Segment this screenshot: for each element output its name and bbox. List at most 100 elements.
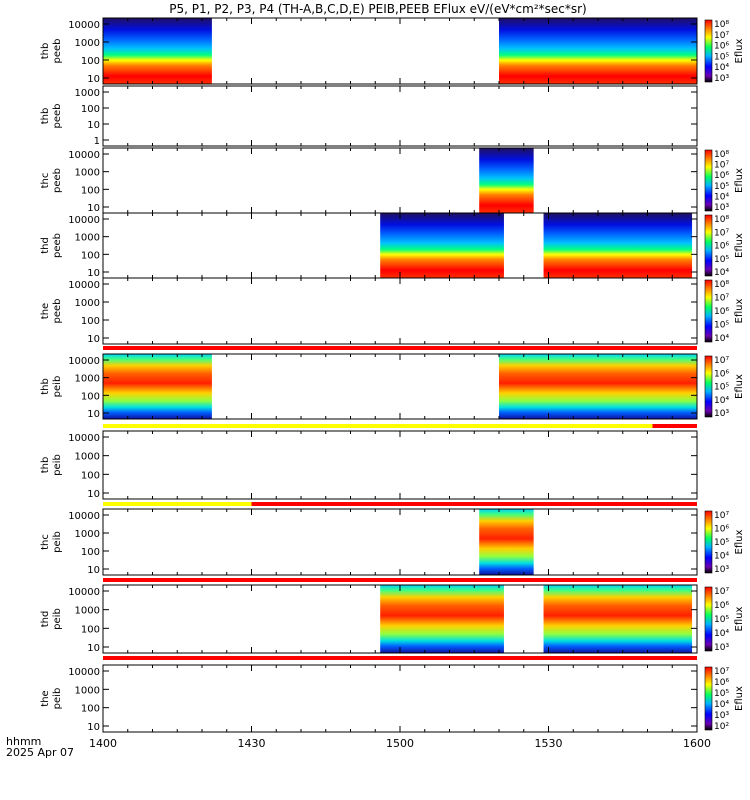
colorbar-tick-label: 10³ bbox=[714, 203, 729, 213]
panel-label-probe: thb bbox=[40, 457, 51, 474]
panel-label-instrument: peeb bbox=[52, 104, 63, 129]
panel-label-probe: thc bbox=[40, 534, 51, 550]
colorbar-tick-label: 10⁷ bbox=[714, 31, 729, 41]
y-tick-label: 100 bbox=[81, 56, 100, 67]
colorbar-tick-label: 10⁶ bbox=[714, 678, 729, 688]
colorbar: 10⁴ 10⁵ 10⁶ 10⁷ 10⁸ Eflux bbox=[704, 214, 745, 278]
colorbar-tick-label: 10⁶ bbox=[714, 525, 729, 535]
panel-2: 1 10 100 1000 thb peeb bbox=[40, 85, 698, 147]
y-tick-label: 10 bbox=[87, 643, 100, 654]
spectrogram-block bbox=[103, 18, 212, 84]
y-tick-label: 1000 bbox=[75, 298, 100, 309]
y-tick-label: 10000 bbox=[68, 280, 100, 291]
y-tick-label: 1000 bbox=[75, 685, 100, 696]
panel-7: 10 100 1000 10000 thb peib bbox=[40, 430, 698, 500]
colorbar-label: Eflux bbox=[734, 374, 745, 399]
y-tick-label: 1000 bbox=[75, 233, 100, 244]
y-tick-label: 10 bbox=[87, 120, 100, 131]
colorbar-tick-label: 10⁷ bbox=[714, 294, 729, 304]
y-tick-label: 10 bbox=[87, 74, 100, 85]
y-tick-label: 1 bbox=[94, 136, 100, 147]
y-tick-label: 100 bbox=[81, 624, 100, 635]
panel-label-instrument: peeb bbox=[52, 39, 63, 64]
colorbar-tick-label: 10³ bbox=[714, 711, 729, 721]
colorbar-tick-label: 10⁸ bbox=[714, 20, 729, 30]
colorbar-tick-label: 10⁸ bbox=[714, 215, 729, 225]
y-tick-label: 10 bbox=[87, 409, 100, 420]
spectrogram-block bbox=[380, 213, 504, 278]
y-tick-label: 1000 bbox=[75, 168, 100, 179]
colorbar-tick-label: 10⁵ bbox=[714, 182, 729, 192]
colorbar-tick-label: 10⁴ bbox=[714, 63, 729, 73]
colorbar-tick-label: 10⁴ bbox=[714, 552, 729, 562]
spectrogram-block bbox=[543, 213, 693, 278]
colorbar-tick-label: 10⁶ bbox=[714, 307, 729, 317]
colorbar-tick-label: 10⁶ bbox=[714, 42, 729, 52]
colorbar-tick-label: 10⁶ bbox=[714, 242, 729, 252]
y-tick-label: 1000 bbox=[75, 38, 100, 49]
colorbar-tick-label: 10⁵ bbox=[714, 321, 729, 331]
status-bar-2 bbox=[103, 424, 697, 428]
spectrogram-block bbox=[103, 354, 212, 419]
x-tick-label: 1400 bbox=[89, 737, 117, 750]
colorbar-tick-label: 10⁷ bbox=[714, 667, 729, 677]
panel-6: 10 100 1000 10000 thb peib 10³ 10⁴ 10⁵ 10⁶ 10⁷ Eflu… bbox=[40, 353, 745, 420]
panel-label-instrument: peeb bbox=[52, 168, 63, 193]
colorbar-tick-label: 10³ bbox=[714, 643, 729, 653]
spectrogram-block bbox=[380, 585, 504, 653]
colorbar: 10³ 10⁴ 10⁵ 10⁶ 10⁷ Eflux bbox=[704, 586, 745, 653]
colorbar-tick-label: 10⁵ bbox=[714, 615, 729, 625]
y-tick-label: 10000 bbox=[68, 511, 100, 522]
y-tick-label: 10 bbox=[87, 722, 100, 733]
colorbar-tick-label: 10³ bbox=[714, 74, 729, 84]
y-tick-label: 1000 bbox=[75, 606, 100, 617]
panel-label-instrument: peib bbox=[52, 688, 63, 710]
panel-frame bbox=[102, 85, 698, 147]
panel-frame bbox=[102, 147, 698, 214]
colorbar-tick-label: 10⁷ bbox=[714, 587, 729, 597]
colorbar-tick-label: 10⁶ bbox=[714, 369, 729, 379]
y-tick-label: 10000 bbox=[68, 215, 100, 226]
y-tick-label: 10000 bbox=[68, 20, 100, 31]
time-axis: hhmm 2025 Apr 07 1400 1430 1500 1530 1600 bbox=[6, 735, 711, 759]
colorbar-label: Eflux bbox=[734, 38, 745, 63]
y-tick-label: 100 bbox=[81, 185, 100, 196]
y-tick-label: 10 bbox=[87, 489, 100, 500]
spectrogram-block bbox=[543, 585, 693, 653]
panel-label-instrument: peib bbox=[52, 376, 63, 398]
y-tick-label: 1000 bbox=[75, 374, 100, 385]
colorbar-tick-label: 10⁷ bbox=[714, 228, 729, 238]
panel-label-probe: thb bbox=[40, 43, 51, 60]
status-segment bbox=[103, 656, 697, 660]
y-tick-label: 1000 bbox=[75, 529, 100, 540]
colorbar-label: Eflux bbox=[734, 168, 745, 193]
colorbar-tick-label: 10⁷ bbox=[714, 356, 729, 366]
y-tick-label: 1000 bbox=[75, 88, 100, 99]
colorbar-label: Eflux bbox=[734, 606, 745, 631]
spectrogram-block bbox=[479, 148, 534, 213]
y-tick-label: 100 bbox=[81, 250, 100, 261]
panel-label-probe: thb bbox=[40, 378, 51, 395]
colorbar-tick-label: 10⁶ bbox=[714, 171, 729, 181]
colorbar-tick-label: 10⁷ bbox=[714, 161, 729, 171]
panel-5: 10 100 1000 10000 the peeb 10⁴ 10⁵ 10⁶ 10⁷ 10⁸ Eflu… bbox=[40, 277, 745, 345]
y-tick-label: 100 bbox=[81, 704, 100, 715]
colorbar-scale bbox=[704, 214, 713, 277]
colorbar-tick-label: 10⁷ bbox=[714, 511, 729, 521]
panel-label-probe: thb bbox=[40, 108, 51, 125]
panel-label-instrument: peeb bbox=[52, 299, 63, 324]
x-tick-label: 1530 bbox=[535, 737, 563, 750]
colorbar-scale bbox=[704, 355, 713, 418]
colorbar-tick-label: 10⁴ bbox=[714, 396, 729, 406]
colorbar-scale bbox=[704, 279, 713, 343]
panel-label-probe: the bbox=[40, 690, 51, 706]
status-segment bbox=[103, 578, 697, 582]
panel-frame bbox=[102, 664, 698, 733]
colorbar-tick-label: 10³ bbox=[714, 409, 729, 419]
status-segment bbox=[103, 502, 252, 506]
colorbar: 10⁴ 10⁵ 10⁶ 10⁷ 10⁸ Eflux bbox=[704, 279, 745, 344]
